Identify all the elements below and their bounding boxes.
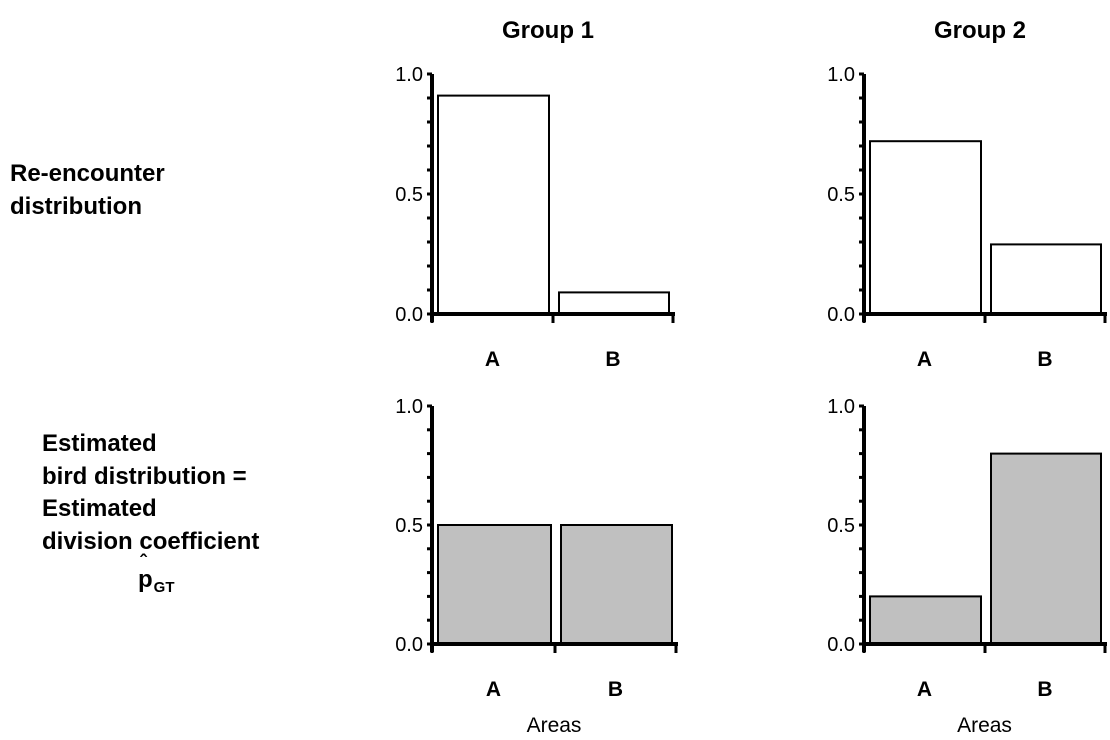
y-tick-label: 0.5 [827, 515, 855, 537]
row-label-line: division coefficient [42, 527, 260, 555]
x-tick-label: B [1037, 348, 1052, 371]
bar [558, 291, 670, 315]
bar [437, 94, 550, 315]
x-tick-label: A [485, 348, 500, 371]
x-axis-title: Areas [957, 714, 1012, 737]
x-tick-label: B [608, 678, 623, 701]
bar [869, 140, 982, 315]
p-hat-gt-symbol: ˆ pGT [138, 552, 175, 596]
bar [990, 452, 1102, 645]
y-tick-label: 0.0 [827, 304, 855, 326]
x-axis-title: Areas [527, 714, 582, 737]
bar [990, 243, 1102, 315]
bar [560, 524, 673, 645]
bar [869, 595, 982, 646]
y-tick-label: 1.0 [395, 64, 423, 86]
row-label-estimated: Estimated bird distribution = Estimated … [42, 428, 259, 558]
gt-subscript: GT [153, 579, 175, 596]
x-tick-label: A [486, 678, 501, 701]
y-tick-label: 0.5 [395, 515, 423, 537]
y-tick-label: 0.0 [395, 634, 423, 656]
x-tick-label: B [605, 348, 620, 371]
row-label-line: Estimated [42, 495, 157, 522]
hat-accent: ˆ [140, 552, 147, 574]
row-label-line: distribution [10, 192, 142, 220]
x-tick-label: B [1037, 678, 1052, 701]
y-tick-label: 0.5 [827, 184, 855, 206]
row-label-reencounter: Re-encounter distribution [10, 158, 165, 223]
x-tick-label: A [917, 348, 932, 371]
group-title: Group 2 [934, 17, 1026, 44]
group-title: Group 1 [502, 17, 594, 44]
row-label-line: bird distribution = [42, 462, 247, 490]
bar [437, 524, 552, 645]
row-label-line: Estimated [42, 430, 157, 457]
y-tick-label: 0.0 [827, 634, 855, 656]
y-tick-label: 1.0 [827, 64, 855, 86]
x-tick-label: A [917, 678, 932, 701]
p-symbol: p [138, 566, 153, 593]
y-tick-label: 1.0 [827, 396, 855, 418]
y-tick-label: 0.5 [395, 184, 423, 206]
y-tick-label: 1.0 [395, 396, 423, 418]
y-tick-label: 0.0 [395, 304, 423, 326]
row-label-line: Re-encounter [10, 160, 165, 187]
